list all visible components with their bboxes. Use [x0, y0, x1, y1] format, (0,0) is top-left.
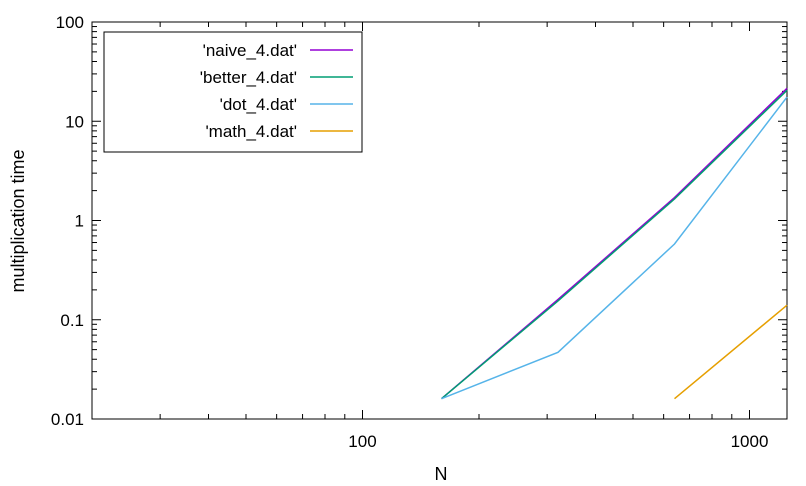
axis-ticks: 0.01 0.1 1 10 100 100 1000 [51, 13, 787, 451]
x-tick-label: 1000 [731, 432, 769, 451]
legend: 'naive_4.dat' 'better_4.dat' 'dot_4.dat' 'm… [103, 31, 363, 153]
y-tick-label: 100 [56, 13, 84, 32]
x-axis-label: N [435, 464, 448, 484]
series-line-3 [674, 304, 788, 400]
y-axis-label: multiplication time [8, 149, 28, 292]
legend-box [103, 31, 363, 153]
series-lines [441, 87, 788, 400]
legend-label-2: 'dot_4.dat' [220, 95, 297, 114]
y-tick-label: 10 [65, 112, 84, 131]
legend-label-1: 'better_4.dat' [200, 68, 297, 87]
series-line-0 [441, 87, 788, 400]
x-tick-label: 100 [348, 432, 376, 451]
legend-label-3: 'math_4.dat' [205, 122, 297, 141]
series-line-1 [441, 89, 788, 400]
y-tick-label: 0.1 [60, 311, 84, 330]
y-tick-label: 0.01 [51, 410, 84, 429]
legend-label-0: 'naive_4.dat' [203, 41, 297, 60]
y-tick-label: 1 [75, 212, 84, 231]
series-line-2 [441, 96, 788, 400]
